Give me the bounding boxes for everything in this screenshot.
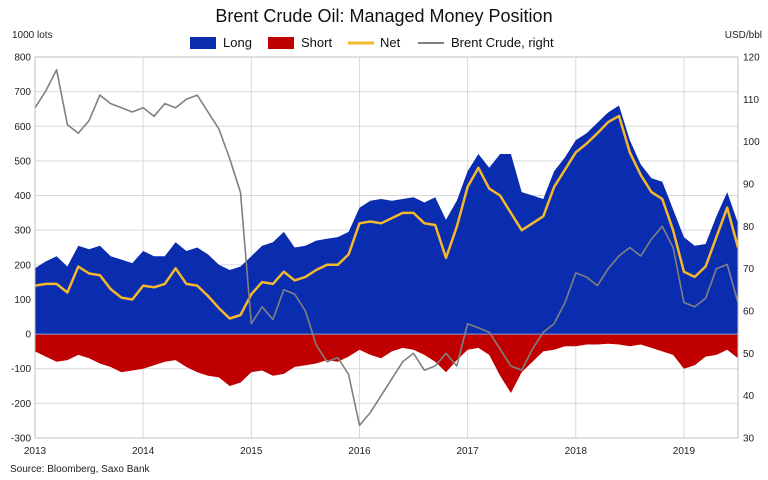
y-tick-label-10: -200 (11, 399, 31, 410)
right-axis-ticks: 120 110 100 90 80 70 60 50 40 30 (743, 53, 760, 445)
y2-tick-label-8: 40 (743, 391, 755, 402)
x-tick-label-1: 2014 (132, 446, 155, 457)
y-tick-label-0: 800 (14, 53, 31, 64)
y2-tick-label-5: 70 (743, 264, 755, 275)
legend-swatch-long (190, 37, 216, 49)
legend: Long Short Net Brent Crude, right (190, 35, 554, 50)
y-tick-label-7: 100 (14, 295, 31, 306)
net-line (34, 114, 740, 320)
x-tick-label-5: 2018 (565, 446, 588, 457)
y2-tick-label-3: 90 (743, 180, 755, 191)
y-tick-label-5: 300 (14, 226, 31, 237)
y-tick-label-8: 0 (25, 330, 31, 341)
y2-tick-label-2: 100 (743, 137, 760, 148)
y-tick-label-2: 600 (14, 122, 31, 133)
y2-tick-label-6: 60 (743, 307, 755, 318)
legend-label-short: Short (301, 35, 332, 50)
right-axis-unit: USD/bbl (725, 30, 762, 41)
y2-tick-label-9: 30 (743, 434, 755, 445)
source-note: Source: Bloomberg, Saxo Bank (10, 464, 151, 475)
chart-title: Brent Crude Oil: Managed Money Position (215, 6, 552, 26)
brent-line (34, 68, 739, 427)
x-tick-label-0: 2013 (24, 446, 47, 457)
y2-tick-label-4: 80 (743, 222, 755, 233)
x-tick-label-6: 2019 (673, 446, 696, 457)
y2-tick-label-7: 50 (743, 349, 755, 360)
legend-label-brent: Brent Crude, right (451, 35, 554, 50)
y2-tick-label-0: 120 (743, 53, 760, 64)
left-axis-unit: 1000 lots (12, 30, 53, 41)
plot-frame (34, 56, 739, 439)
y-tick-label-3: 500 (14, 156, 31, 167)
line-series (34, 68, 740, 427)
x-tick-label-2: 2015 (240, 446, 263, 457)
y2-tick-label-1: 110 (743, 95, 759, 106)
axes (34, 56, 739, 439)
y-tick-label-1: 700 (14, 87, 31, 98)
left-axis-ticks: 800 700 600 500 400 300 200 100 0 -100 -200 -300 (11, 53, 31, 445)
x-tick-label-3: 2016 (348, 446, 371, 457)
y-tick-label-9: -100 (11, 364, 31, 375)
y-tick-label-11: -300 (11, 434, 31, 445)
legend-swatch-short (268, 37, 294, 49)
legend-label-net: Net (380, 35, 401, 50)
legend-label-long: Long (223, 35, 252, 50)
x-tick-label-4: 2017 (456, 446, 479, 457)
x-axis-ticks: 2013 2014 2015 2016 2017 2018 2019 (24, 446, 696, 457)
short-area (35, 334, 738, 393)
y-tick-label-6: 200 (14, 260, 31, 271)
y-tick-label-4: 400 (14, 191, 31, 202)
